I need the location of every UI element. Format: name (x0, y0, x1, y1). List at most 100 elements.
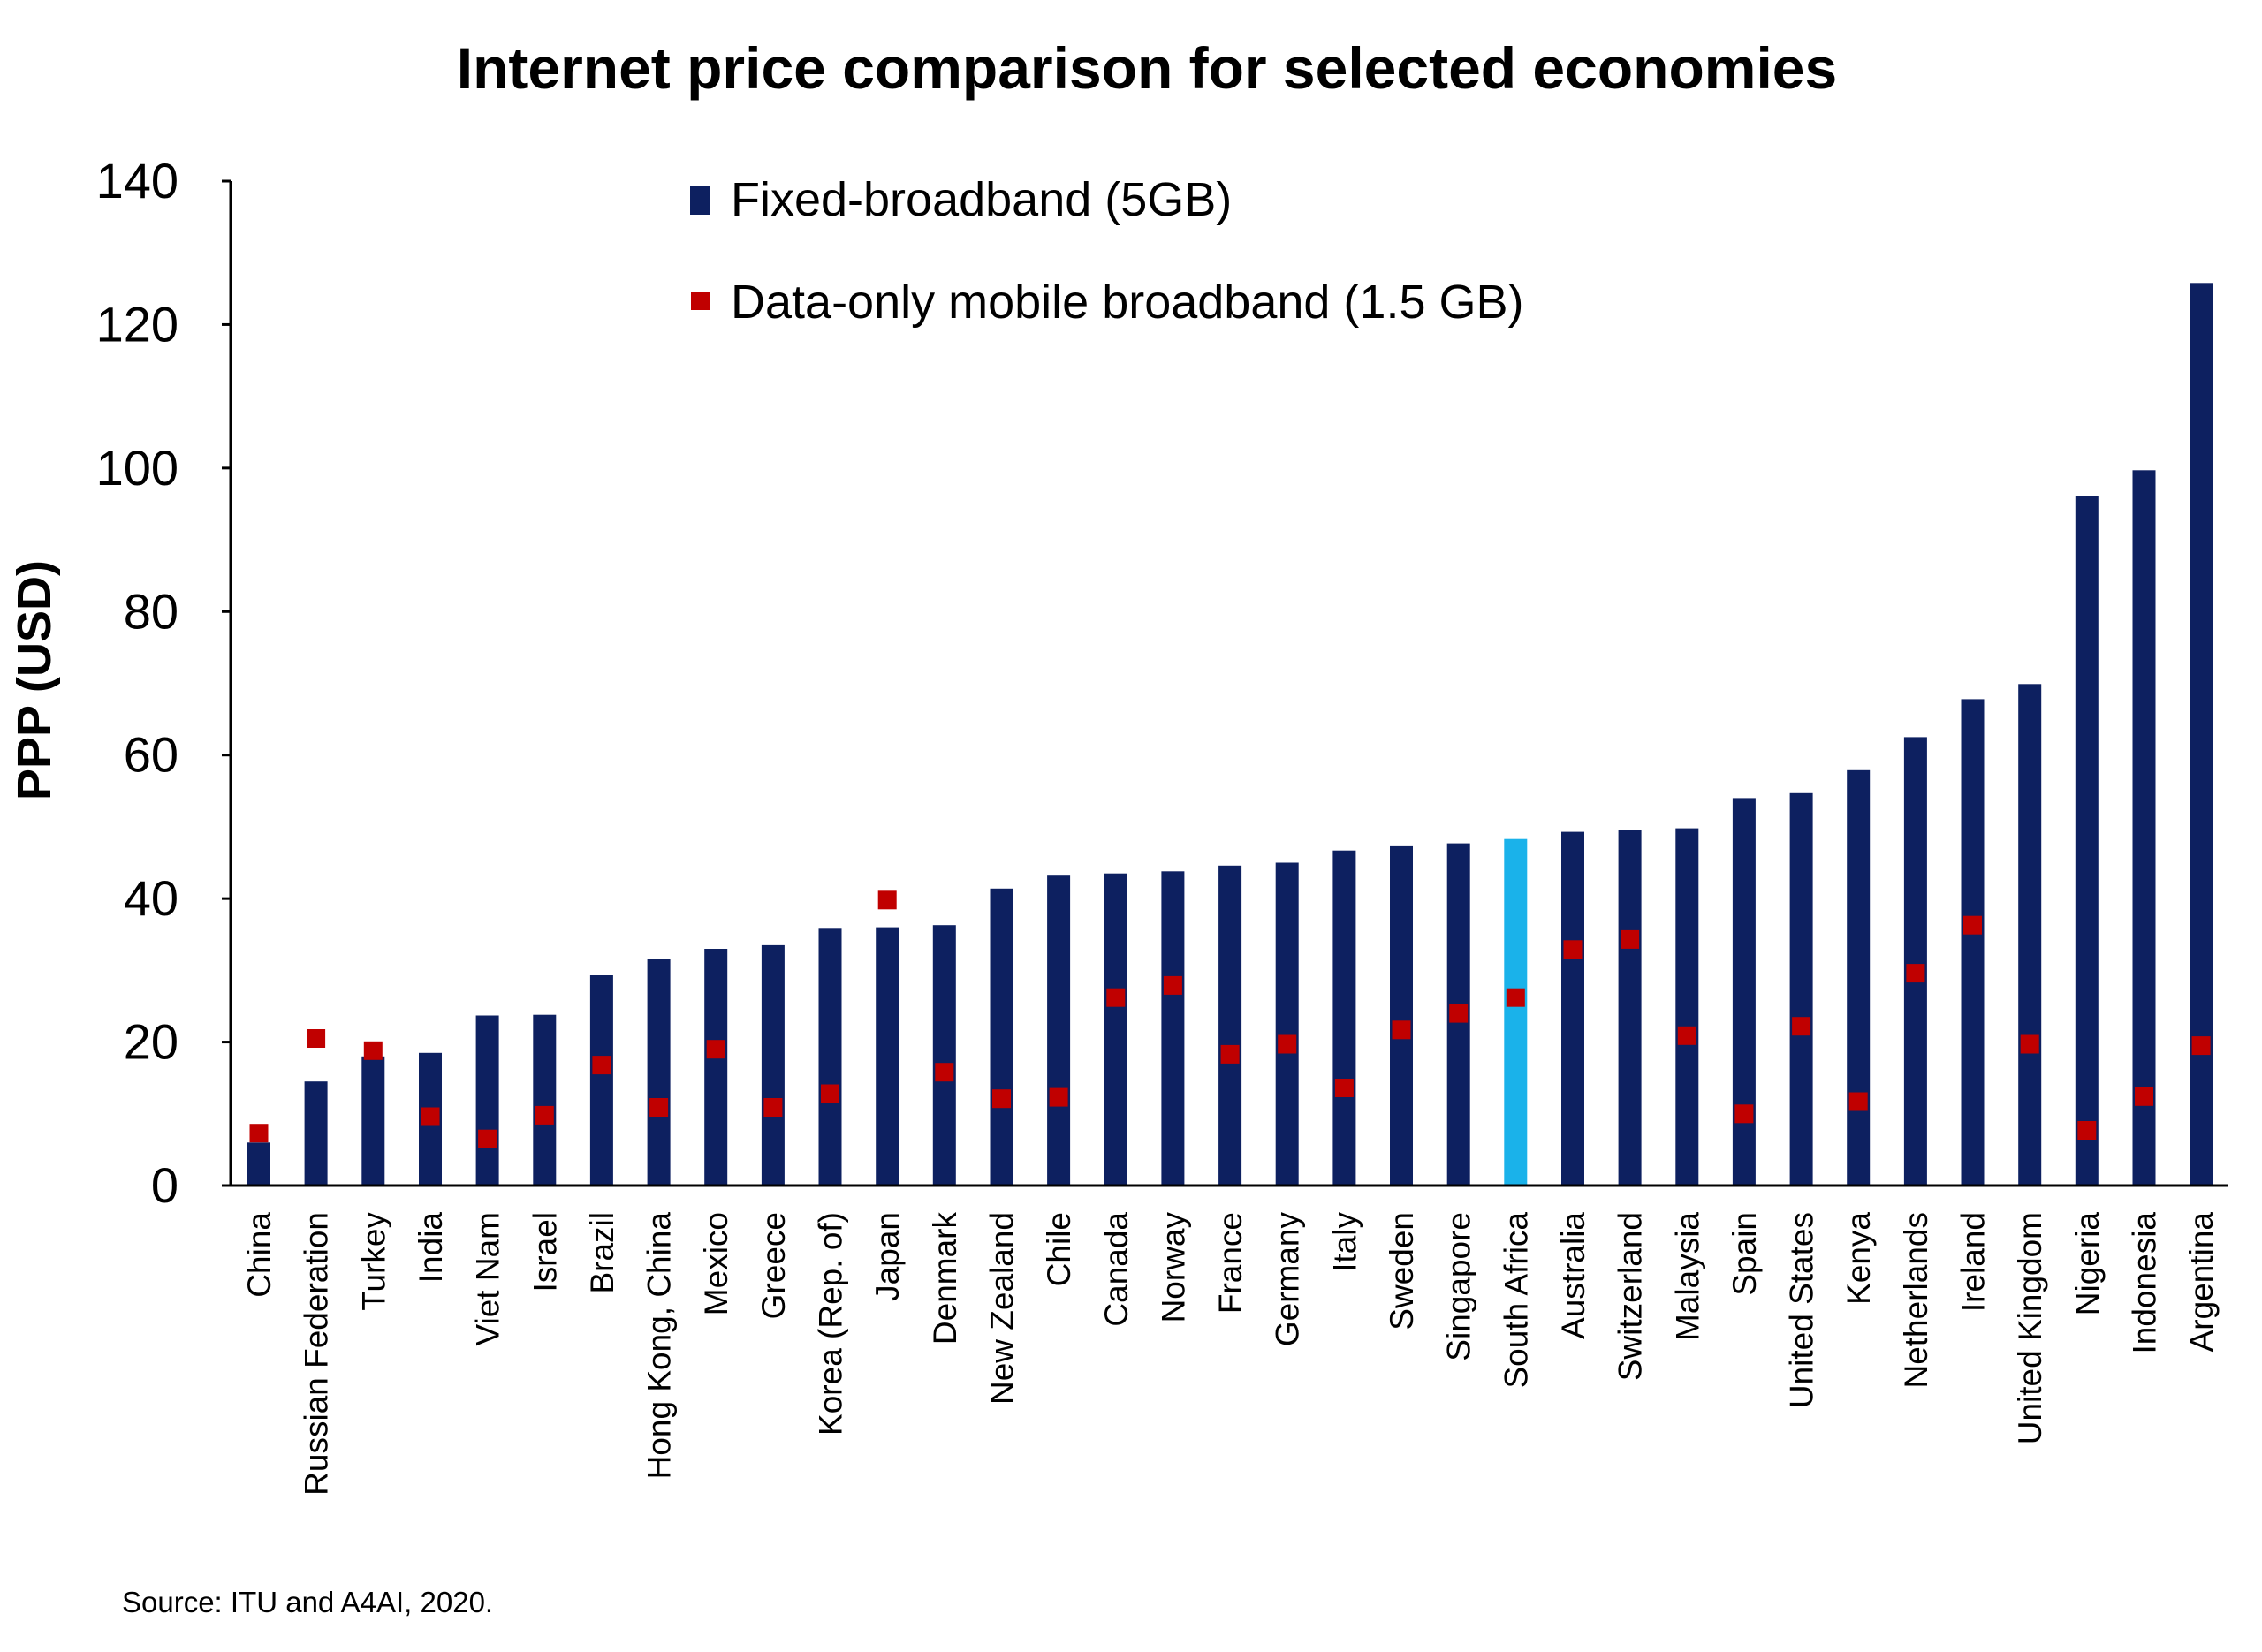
x-tick-label: United Kingdom (2012, 1212, 2048, 1444)
bar-fixed-broadband (1504, 838, 1528, 1186)
bar-fixed-broadband (2075, 496, 2099, 1186)
x-tick-label: Spain (1727, 1212, 1763, 1296)
marker-mobile-broadband (1563, 940, 1583, 959)
x-tick-label: Hong Kong, China (641, 1212, 678, 1480)
x-tick-label: Nigeria (2069, 1212, 2106, 1316)
marker-mobile-broadband (1278, 1034, 1297, 1054)
x-ticks: China Russian Federation Turkey India Viet N… (241, 1212, 2220, 1496)
marker-mobile-broadband (763, 1098, 783, 1117)
y-tick-label: 80 (124, 583, 178, 639)
bar-fixed-broadband (990, 888, 1013, 1186)
marker-mobile-broadband (1734, 1104, 1754, 1124)
marker-mobile-broadband (706, 1040, 725, 1059)
chart-title: Internet price comparison for selected e… (457, 35, 1837, 101)
bar-fixed-broadband (876, 927, 899, 1186)
bar-fixed-broadband (1332, 850, 1356, 1186)
bar-fixed-broadband (704, 949, 728, 1186)
bar-fixed-broadband (1618, 830, 1642, 1186)
x-tick-label: Sweden (1384, 1212, 1420, 1330)
marker-mobile-broadband (1677, 1026, 1696, 1045)
marker-mobile-broadband (649, 1098, 669, 1117)
x-tick-label: Viet Nam (470, 1212, 506, 1346)
x-tick-label: Brazil (584, 1212, 620, 1294)
bar-fixed-broadband (1675, 828, 1699, 1186)
x-tick-label: Switzerland (1613, 1212, 1649, 1381)
legend-label-fixed: Fixed-broadband (5GB) (731, 173, 1232, 226)
bar-fixed-broadband (1561, 831, 1584, 1186)
x-tick-label: Mexico (698, 1212, 734, 1315)
x-tick-label: Denmark (927, 1212, 963, 1345)
x-tick-label: Russian Federation (299, 1212, 335, 1496)
bar-fixed-broadband (1047, 875, 1071, 1186)
marker-mobile-broadband (249, 1124, 269, 1143)
x-tick-label: Malaysia (1669, 1212, 1705, 1341)
bar-fixed-broadband (304, 1081, 328, 1186)
bar-fixed-broadband (818, 928, 842, 1186)
marker-mobile-broadband (307, 1029, 326, 1048)
x-tick-label: Ireland (1955, 1212, 1992, 1312)
x-tick-label: China (241, 1212, 277, 1298)
marker-mobile-broadband (1621, 929, 1640, 949)
legend: Fixed-broadband (5GB) Data-only mobile b… (690, 173, 1524, 329)
y-tick-label: 20 (124, 1014, 178, 1070)
bar-fixed-broadband (1789, 792, 1813, 1186)
marker-mobile-broadband (1334, 1079, 1354, 1097)
y-tick-label: 100 (96, 440, 178, 496)
marker-mobile-broadband (535, 1105, 554, 1125)
y-tick-label: 140 (96, 153, 178, 208)
bar-fixed-broadband (932, 925, 956, 1186)
bar-fixed-broadband (1275, 862, 1299, 1186)
legend-swatch-fixed (690, 186, 710, 215)
bar-fixed-broadband (247, 1142, 270, 1186)
bar-fixed-broadband (2190, 283, 2213, 1186)
x-tick-label: Indonesia (2127, 1212, 2163, 1354)
marker-mobile-broadband (1163, 975, 1182, 995)
marker-mobile-broadband (1848, 1092, 1868, 1111)
marker-mobile-broadband (1392, 1020, 1411, 1040)
x-tick-label: Argentina (2183, 1212, 2220, 1353)
bar-fixed-broadband (761, 944, 785, 1186)
marker-mobile-broadband (592, 1056, 611, 1075)
x-tick-label: Turkey (355, 1212, 391, 1311)
legend-swatch-mobile (691, 292, 710, 310)
y-tick-label: 60 (124, 727, 178, 783)
marker-mobile-broadband (935, 1063, 954, 1082)
bar-fixed-broadband (1903, 737, 1927, 1186)
x-tick-label: New Zealand (984, 1212, 1021, 1405)
y-axis-title: PPP (USD) (8, 560, 61, 800)
marker-mobile-broadband (1220, 1044, 1240, 1064)
bar-fixed-broadband (1847, 769, 1871, 1186)
bar-fixed-broadband (1961, 699, 1985, 1186)
bar-fixed-broadband (533, 1014, 557, 1186)
marker-mobile-broadband (1792, 1017, 1811, 1036)
marker-mobile-broadband (877, 890, 897, 910)
x-tick-label: United States (1784, 1212, 1820, 1408)
y-tick-label: 120 (96, 296, 178, 352)
bar-fixed-broadband (647, 959, 671, 1186)
marker-mobile-broadband (478, 1129, 497, 1148)
x-tick-label: Australia (1555, 1212, 1591, 1339)
marker-mobile-broadband (2020, 1034, 2039, 1054)
marker-mobile-broadband (421, 1107, 440, 1126)
marker-mobile-broadband (1506, 988, 1525, 1007)
x-tick-label: South Africa (1498, 1212, 1534, 1389)
bar-fixed-broadband (2018, 684, 2042, 1186)
bar-fixed-broadband (1161, 871, 1185, 1186)
bar-fixed-broadband (1218, 865, 1242, 1186)
x-tick-label: Singapore (1441, 1212, 1477, 1361)
y-tick-label: 40 (124, 870, 178, 926)
x-tick-label: Italy (1326, 1212, 1363, 1272)
x-tick-label: Japan (869, 1212, 906, 1301)
marker-mobile-broadband (1963, 915, 1982, 935)
x-tick-label: Chile (1041, 1212, 1077, 1286)
marker-mobile-broadband (1049, 1087, 1068, 1107)
x-tick-label: France (1212, 1212, 1249, 1314)
bar-fixed-broadband (475, 1015, 499, 1186)
marker-mobile-broadband (1106, 988, 1126, 1007)
marker-mobile-broadband (363, 1041, 383, 1060)
bar-fixed-broadband (1104, 873, 1127, 1186)
x-tick-label: Greece (755, 1212, 792, 1319)
x-tick-label: Netherlands (1898, 1212, 1934, 1389)
x-tick-label: Germany (1270, 1212, 1306, 1347)
